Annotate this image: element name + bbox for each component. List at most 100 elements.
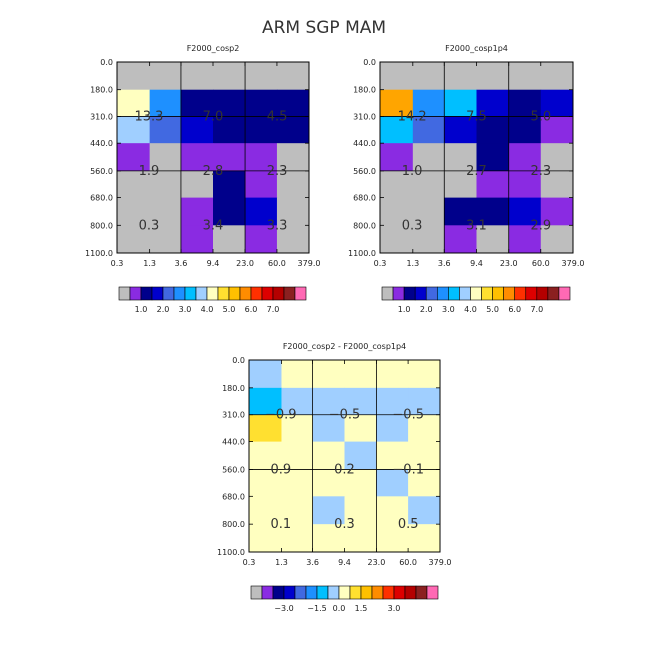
y-tick-label: 1100.0 xyxy=(348,249,376,258)
cell-value-label: 5.0 xyxy=(531,109,552,124)
cell-value-label: 3.4 xyxy=(203,218,224,233)
colorbar-swatch xyxy=(250,286,263,301)
heatmap-cell xyxy=(476,143,510,172)
cell-value-label: 3.1 xyxy=(466,218,487,233)
heatmap-cell xyxy=(213,116,246,144)
heatmap-cell xyxy=(540,89,574,117)
heatmap-cell xyxy=(408,524,441,553)
heatmap-cell xyxy=(249,414,282,442)
y-tick-label: 1100.0 xyxy=(85,249,113,258)
heatmap-cell xyxy=(117,116,151,144)
figure-title: ARM SGP MAM xyxy=(262,18,386,38)
heatmap-cell xyxy=(380,89,414,117)
colorbar-label: −3.0 xyxy=(274,604,293,613)
colorbar-swatch xyxy=(536,286,549,301)
heatmap-cell xyxy=(276,62,310,91)
y-tick-label: 680.0 xyxy=(90,194,113,203)
colorbar-swatch xyxy=(316,585,329,600)
heatmap-cell xyxy=(540,225,574,254)
cell-value-label: −0.5 xyxy=(392,408,424,423)
heatmap-cell xyxy=(281,524,314,553)
colorbar-swatch xyxy=(283,286,296,301)
colorbar-label: 1.0 xyxy=(398,305,411,314)
colorbar-label: 0.0 xyxy=(333,604,346,613)
cell-value-label: 0.3 xyxy=(139,218,160,233)
heatmap-cell xyxy=(180,225,214,254)
colorbar-swatch xyxy=(294,585,307,600)
heatmap-cell xyxy=(276,116,310,144)
colorbar-swatch xyxy=(448,286,460,301)
x-tick-label: 1.3 xyxy=(406,259,419,268)
heatmap-cell xyxy=(312,414,345,442)
cell-value-label: 0.5 xyxy=(398,517,419,532)
colorbar-swatch xyxy=(393,585,406,600)
heatmap-cell xyxy=(476,225,510,254)
heatmap-cell xyxy=(380,143,414,172)
heatmap-cell xyxy=(380,62,414,91)
heatmap-cell xyxy=(508,89,542,117)
heatmap-cell xyxy=(149,197,182,226)
y-tick-label: 440.0 xyxy=(90,139,113,148)
colorbar-swatch xyxy=(470,286,482,301)
panel-2: F2000_cosp1p4 0.3 1.3 3.6 9.4 23.0 60.0 379.0 0.… xyxy=(348,44,584,314)
colorbar-swatch xyxy=(415,585,428,600)
colorbar-label: 2.0 xyxy=(420,305,433,314)
y-tick-label: 800.0 xyxy=(90,221,113,230)
cell-value-label: −0.5 xyxy=(329,408,361,423)
colorbar-swatch xyxy=(261,585,274,600)
colorbar-swatch xyxy=(272,585,285,600)
x-tick-label: 9.4 xyxy=(207,259,220,268)
colorbar-label: 6.0 xyxy=(245,305,258,314)
heatmap-cell xyxy=(508,170,542,199)
heatmap-cell xyxy=(149,170,182,199)
heatmap-cell xyxy=(276,197,310,226)
heatmap-cell xyxy=(376,387,409,416)
heatmap-cell xyxy=(380,197,414,226)
heatmap-cell xyxy=(180,143,214,172)
colorbar-swatch xyxy=(206,286,219,301)
y-tick-label: 310.0 xyxy=(90,112,113,121)
colorbar-label: 3.0 xyxy=(388,604,401,613)
heatmap-cell xyxy=(149,89,182,117)
colorbar-swatch xyxy=(547,286,560,301)
colorbar-label: 5.0 xyxy=(223,305,236,314)
heatmap-cell xyxy=(213,197,246,226)
heatmap-cell xyxy=(117,197,151,226)
cell-value-label: 0.2 xyxy=(334,462,355,477)
heatmap-cell xyxy=(344,524,377,553)
y-tick-label: 180.0 xyxy=(90,86,113,95)
colorbar-label: 2.0 xyxy=(157,305,170,314)
heatmap-cell xyxy=(276,170,310,199)
heatmap-cell xyxy=(180,89,214,117)
y-tick-label: 560.0 xyxy=(90,167,113,176)
panel-1: F2000_cosp2 0.3 1.3 3.6 9.4 23.0 60.0 379.0 0.0 1… xyxy=(85,44,320,314)
colorbar-label: 4.0 xyxy=(464,305,477,314)
x-tick-label: 60.0 xyxy=(399,558,417,567)
heatmap-cell xyxy=(380,225,414,254)
colorbar-swatch xyxy=(239,286,252,301)
heatmap-cell xyxy=(412,143,445,172)
cell-value-label: 2.3 xyxy=(531,164,552,179)
heatmap-cell xyxy=(476,116,510,144)
colorbar-swatch xyxy=(403,286,416,301)
heatmap-cell xyxy=(408,360,441,389)
colorbar-swatch xyxy=(338,585,351,600)
y-tick-label: 440.0 xyxy=(222,438,245,447)
heatmap-cell xyxy=(508,116,542,144)
cell-value-label: 0.3 xyxy=(334,517,355,532)
heatmap-cell xyxy=(444,89,477,117)
x-tick-label: 379.0 xyxy=(298,259,321,268)
y-tick-label: 800.0 xyxy=(353,221,376,230)
heatmap-cell xyxy=(408,414,441,442)
heatmap-cell xyxy=(249,387,282,416)
heatmap-cell xyxy=(344,387,377,416)
y-tick-label: 0.0 xyxy=(100,58,113,67)
heatmap-cell xyxy=(412,116,445,144)
heatmap-cell xyxy=(149,225,182,254)
colorbar-label: 3.0 xyxy=(179,305,192,314)
heatmap-cell xyxy=(149,143,182,172)
heatmap-cell xyxy=(444,170,477,199)
x-tick-label: 3.6 xyxy=(438,259,451,268)
colorbar-swatch xyxy=(129,286,142,301)
heatmap-cell xyxy=(281,469,314,497)
